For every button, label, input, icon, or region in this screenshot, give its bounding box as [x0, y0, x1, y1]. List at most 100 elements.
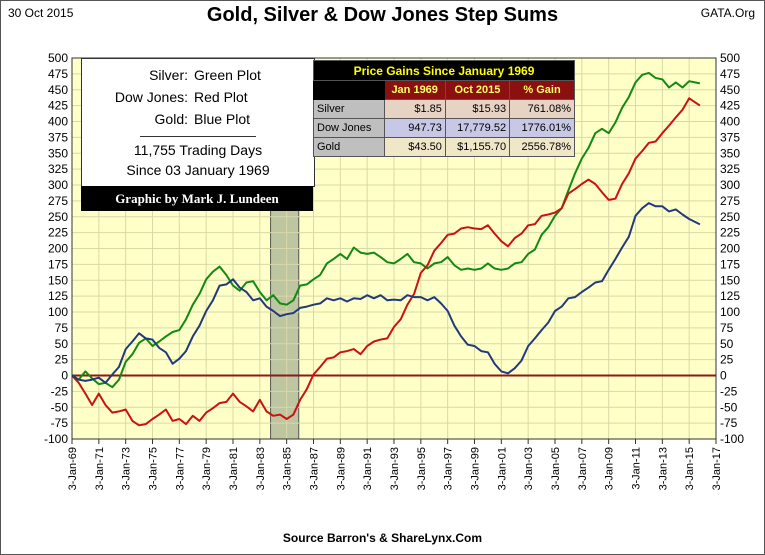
y-tick-label-left: 225 [48, 226, 68, 240]
y-tick-label-left: 400 [48, 115, 68, 129]
x-tick-label: 3-Jan-99 [470, 447, 482, 490]
x-tick-label: 3-Jan-17 [711, 447, 723, 490]
x-tick-label: 3-Jan-69 [67, 447, 79, 490]
x-tick-label: 3-Jan-11 [631, 447, 643, 490]
table-row: Gold $43.50 $1,155.70 2556.78% [313, 137, 575, 157]
y-tick-label-left: 175 [48, 257, 68, 271]
y-tick-label-left: 200 [48, 242, 68, 256]
y-tick-label-right: 400 [720, 115, 740, 129]
legend-name-silver: Silver: [149, 67, 188, 83]
silver-gain: 761.08% [509, 99, 575, 119]
x-tick-label: 3-Jan-91 [362, 447, 374, 490]
y-tick-label-left: -100 [44, 432, 68, 446]
legend-name-gold: Gold: [154, 111, 188, 127]
y-tick-label-left: 375 [48, 130, 68, 144]
legend-plot-gold: Blue Plot [194, 111, 251, 127]
y-tick-label-right: 0 [720, 369, 727, 383]
row-name-dow: Dow Jones [313, 118, 385, 138]
y-tick-label-right: 275 [720, 194, 740, 208]
y-tick-label-left: -50 [51, 400, 69, 414]
y-tick-label-left: 275 [48, 194, 68, 208]
dow-jan1969: 947.73 [383, 118, 446, 138]
x-tick-label: 3-Jan-73 [121, 447, 133, 490]
y-tick-label-right: 200 [720, 242, 740, 256]
y-tick-label-right: 450 [720, 83, 740, 97]
y-tick-label-left: 425 [48, 99, 68, 113]
y-tick-label-right: 300 [720, 178, 740, 192]
x-tick-label: 3-Jan-79 [201, 447, 213, 490]
source-label: Source Barron's & ShareLynx.Com [282, 531, 483, 545]
silver-jan1969: $1.85 [383, 99, 446, 119]
date-label: 30 Oct 2015 [8, 6, 74, 20]
legend-name-dow: Dow Jones: [114, 89, 188, 105]
y-tick-label-right: 50 [720, 337, 734, 351]
legend-plot-silver: Green Plot [194, 67, 261, 83]
y-tick-label-right: 425 [720, 99, 740, 113]
y-tick-label-right: 25 [720, 353, 734, 367]
site-label: GATA.Org [700, 6, 755, 20]
x-tick-label: 3-Jan-07 [577, 447, 589, 490]
x-tick-label: 3-Jan-83 [255, 447, 267, 490]
x-tick-label: 3-Jan-15 [684, 447, 696, 490]
x-tick-label: 3-Jan-01 [496, 447, 508, 490]
y-tick-label-right: -75 [720, 416, 738, 430]
y-tick-label-left: 50 [55, 337, 69, 351]
gold-gain: 2556.78% [509, 137, 575, 157]
table-title: Price Gains Since January 1969 [313, 60, 575, 81]
table-col-gain: % Gain [509, 80, 575, 100]
x-tick-label: 3-Jan-93 [389, 447, 401, 490]
x-tick-label: 3-Jan-95 [416, 447, 428, 490]
y-tick-label-left: 75 [55, 321, 69, 335]
x-tick-label: 3-Jan-03 [523, 447, 535, 490]
x-tick-label: 3-Jan-75 [148, 447, 160, 490]
x-tick-label: 3-Jan-05 [550, 447, 562, 490]
y-tick-label-right: 475 [720, 67, 740, 81]
y-tick-label-right: 100 [720, 305, 740, 319]
y-tick-label-left: 100 [48, 305, 68, 319]
x-tick-label: 3-Jan-77 [174, 447, 186, 490]
gold-oct2015: $1,155.70 [444, 137, 511, 157]
y-tick-label-right: -100 [720, 432, 744, 446]
dow-series-line [71, 97, 701, 427]
y-tick-label-left: 0 [61, 369, 68, 383]
x-tick-label: 3-Jan-87 [309, 447, 321, 490]
table-col-jan1969: Jan 1969 [383, 80, 446, 100]
plot-border [71, 57, 717, 440]
y-tick-label-right: 350 [720, 146, 740, 160]
legend-plot-dow: Red Plot [194, 89, 248, 105]
table-col-oct2015: Oct 2015 [444, 80, 511, 100]
gold-series-line [71, 202, 701, 384]
y-tick-label-right: -25 [720, 384, 738, 398]
x-tick-label: 3-Jan-71 [94, 447, 106, 490]
y-tick-label-right: 175 [720, 257, 740, 271]
legend-divider [140, 136, 256, 137]
x-tick-label: 3-Jan-09 [604, 447, 616, 490]
legend-note-since: Since 03 January 1969 [126, 162, 270, 178]
credit-bar: Graphic by Mark J. Lundeen [81, 186, 313, 211]
y-tick-label-left: 350 [48, 146, 68, 160]
x-tick-label: 3-Jan-85 [282, 447, 294, 490]
y-tick-label-left: 25 [55, 353, 69, 367]
x-tick-label: 3-Jan-97 [443, 447, 455, 490]
silver-series-line [71, 71, 701, 389]
y-tick-label-right: -50 [720, 400, 738, 414]
y-tick-label-left: 325 [48, 162, 68, 176]
y-tick-label-right: 500 [720, 51, 740, 65]
y-tick-label-right: 125 [720, 289, 740, 303]
y-tick-label-right: 250 [720, 210, 740, 224]
y-tick-label-left: 250 [48, 210, 68, 224]
y-tick-label-left: 150 [48, 273, 68, 287]
y-tick-label-left: 450 [48, 83, 68, 97]
table-row: Silver $1.85 $15.93 761.08% [313, 99, 575, 119]
y-tick-label-left: 500 [48, 51, 68, 65]
row-name-gold: Gold [313, 137, 385, 157]
y-tick-label-left: 300 [48, 178, 68, 192]
y-tick-label-left: 475 [48, 67, 68, 81]
dow-oct2015: 17,779.52 [444, 118, 511, 138]
y-tick-label-right: 225 [720, 226, 740, 240]
y-tick-label-left: -75 [51, 416, 69, 430]
y-tick-label-left: -25 [51, 384, 69, 398]
x-tick-label: 3-Jan-81 [228, 447, 240, 490]
table-row: Dow Jones 947.73 17,779.52 1776.01% [313, 118, 575, 138]
table-corner [313, 80, 385, 100]
